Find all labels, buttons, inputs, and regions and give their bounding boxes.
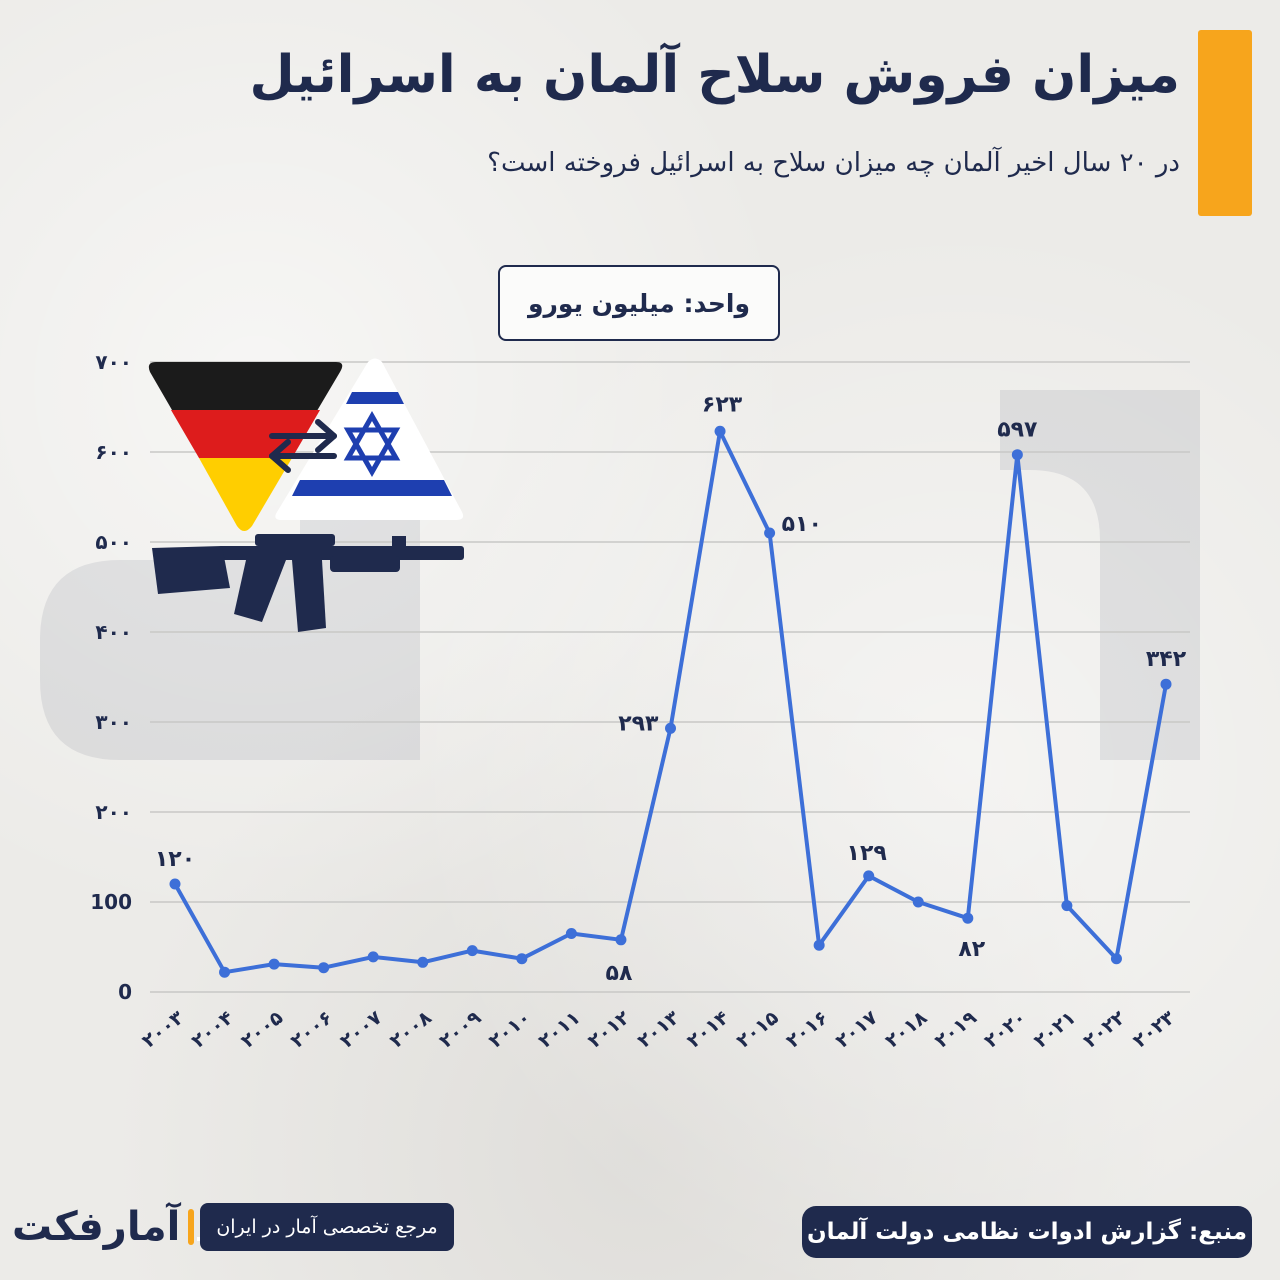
data-point [516,953,528,965]
x-tick-label: ۲۰۱۳ [633,1006,683,1052]
y-tick-label: ۳۰۰ [95,710,132,734]
data-label: ۱۲۰ [155,847,195,872]
source-badge: منبع: گزارش ادوات نظامی دولت آلمان [802,1206,1252,1258]
exchange-arrows-icon [269,419,337,473]
data-label: ۲۹۳ [618,711,659,736]
data-point [1110,953,1122,965]
israel-flag-triangle [275,358,464,520]
x-tick-label: ۲۰۱۷ [832,1006,882,1052]
data-point [1011,449,1023,461]
accent-bar [1198,30,1252,216]
data-labels: ۱۲۰ ۵۸ ۲۹۳ ۶۲۳ ۵۱۰ ۱۲۹ ۸۲ ۵۹۷ ۳۴۲ [155,392,1187,986]
x-axis-ticks: ۲۰۰۳ ۲۰۰۴ ۲۰۰۵ ۲۰۰۶ ۲۰۰۷ ۲۰۰۸ ۲۰۰۹ ۲۰۱۰ ۲۰۱۱ ۲۰۱۲… [138,1006,1179,1052]
y-axis-ticks: 0 100 ۲۰۰ ۳۰۰ ۴۰۰ ۵۰۰ ۶۰۰ ۷۰۰ [90,350,132,1004]
x-tick-label: ۲۰۲۳ [1129,1006,1179,1052]
data-point [219,966,231,978]
x-tick-label: ۲۰۱۸ [881,1006,931,1052]
brand-logo: آمارفکت [12,1196,218,1258]
data-label: ۸۲ [958,937,985,962]
data-point [962,912,974,924]
x-tick-label: ۲۰۱۱ [534,1007,584,1053]
x-tick-label: ۲۰۱۴ [683,1007,733,1053]
illustration [148,358,464,632]
data-label: ۱۲۹ [847,841,887,866]
x-tick-label: ۲۰۱۵ [733,1006,783,1052]
x-tick-label: ۲۰۱۶ [782,1007,832,1053]
page-subtitle: در ۲۰ سال اخیر آلمان چه میزان سلاح به اس… [487,148,1180,178]
y-tick-label: ۲۰۰ [95,800,132,824]
y-tick-label: ۴۰۰ [95,620,132,644]
x-tick-label: ۲۰۰۵ [237,1006,287,1052]
y-tick-label: ۷۰۰ [95,350,132,374]
x-tick-label: ۲۰۰۷ [336,1006,386,1052]
reference-badge: مرجع تخصصی آمار در ایران [200,1203,454,1251]
y-tick-label: ۵۰۰ [95,530,132,554]
data-point [565,928,577,939]
x-tick-label: ۲۰۲۱ [1030,1007,1080,1053]
y-tick-label: ۶۰۰ [95,440,132,464]
data-points [169,425,1172,978]
data-point [615,934,627,946]
data-label: ۵۹۷ [997,418,1038,443]
x-tick-label: ۲۰۲۲ [1079,1006,1129,1052]
data-point [665,722,676,734]
data-point [714,425,726,437]
data-point [268,958,280,970]
logo-text: آمارفکت [12,1204,181,1250]
data-point [367,951,379,963]
x-tick-label: ۲۰۱۲ [584,1006,634,1052]
x-tick-label: ۲۰۰۴ [188,1007,238,1053]
data-point [466,945,478,957]
x-tick-label: ۲۰۱۰ [485,1007,535,1053]
rifle-icon [152,534,464,632]
data-point [1061,900,1073,912]
data-point [1160,678,1172,690]
data-point [912,896,924,908]
x-tick-label: ۲۰۰۶ [287,1007,337,1053]
data-label: ۳۴۲ [1146,647,1187,672]
x-tick-label: ۲۰۱۹ [931,1006,981,1052]
data-point [863,870,875,882]
x-tick-label: ۲۰۰۹ [435,1006,485,1052]
logo-mark-icon [188,1209,218,1245]
data-point [764,527,776,539]
data-point [318,962,330,974]
data-label: ۵۸ [606,961,633,986]
page-title: میزان فروش سلاح آلمان به اسرائیل [249,45,1180,105]
data-point [417,956,429,968]
y-tick-label: 0 [118,980,132,1004]
y-tick-label: 100 [90,890,132,914]
data-label: ۶۲۳ [702,392,743,417]
x-tick-label: ۲۰۲۰ [980,1007,1030,1053]
x-tick-label: ۲۰۰۸ [386,1006,436,1052]
data-point [169,878,181,890]
unit-label: واحد: میلیون یورو [498,265,780,341]
data-point [813,939,825,951]
data-label: ۵۱۰ [782,512,822,537]
x-tick-label: ۲۰۰۳ [138,1006,188,1052]
